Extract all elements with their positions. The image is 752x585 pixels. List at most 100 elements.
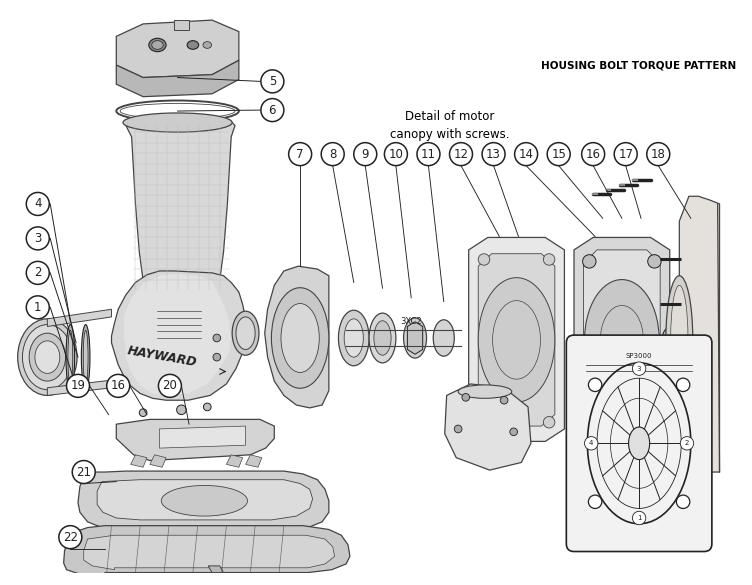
Circle shape	[213, 334, 220, 342]
Circle shape	[681, 436, 693, 450]
Text: 20: 20	[162, 379, 177, 393]
Polygon shape	[78, 471, 329, 531]
Circle shape	[261, 99, 284, 122]
Text: 3: 3	[637, 366, 641, 371]
Ellipse shape	[17, 319, 77, 395]
Ellipse shape	[236, 317, 255, 349]
Text: 15: 15	[551, 147, 566, 161]
Circle shape	[632, 511, 646, 525]
Ellipse shape	[156, 300, 201, 309]
Circle shape	[547, 143, 570, 166]
Polygon shape	[47, 380, 111, 395]
Polygon shape	[226, 455, 243, 467]
Ellipse shape	[666, 276, 693, 400]
Text: 8: 8	[329, 147, 336, 161]
Ellipse shape	[344, 319, 363, 357]
Ellipse shape	[338, 310, 369, 366]
Polygon shape	[124, 274, 231, 395]
Ellipse shape	[203, 42, 211, 49]
Circle shape	[514, 143, 538, 166]
Text: 9: 9	[362, 147, 369, 161]
Text: 2: 2	[685, 441, 689, 446]
Polygon shape	[111, 271, 246, 400]
Polygon shape	[174, 20, 189, 30]
Text: 7: 7	[296, 147, 304, 161]
Circle shape	[177, 405, 186, 415]
Circle shape	[588, 378, 602, 391]
Circle shape	[614, 143, 637, 166]
Polygon shape	[444, 384, 531, 470]
Ellipse shape	[281, 304, 320, 373]
Ellipse shape	[83, 331, 88, 384]
Circle shape	[26, 261, 50, 284]
Polygon shape	[468, 238, 565, 442]
Text: 12: 12	[453, 147, 468, 161]
Circle shape	[107, 374, 129, 397]
Polygon shape	[83, 535, 335, 570]
Circle shape	[500, 397, 508, 404]
Circle shape	[321, 143, 344, 166]
Polygon shape	[584, 250, 660, 429]
Ellipse shape	[584, 280, 660, 400]
Text: 6: 6	[268, 104, 276, 116]
Circle shape	[353, 143, 377, 166]
Ellipse shape	[156, 341, 201, 350]
Text: 14: 14	[519, 147, 534, 161]
Polygon shape	[478, 254, 555, 426]
Text: 10: 10	[389, 147, 403, 161]
Circle shape	[647, 412, 661, 425]
Ellipse shape	[123, 113, 232, 132]
Circle shape	[647, 254, 661, 268]
Polygon shape	[64, 526, 350, 577]
Circle shape	[544, 417, 555, 428]
Circle shape	[26, 296, 50, 319]
Ellipse shape	[232, 311, 259, 355]
Circle shape	[462, 394, 469, 401]
Circle shape	[289, 143, 311, 166]
Ellipse shape	[458, 385, 512, 398]
Circle shape	[584, 436, 598, 450]
Ellipse shape	[149, 38, 166, 51]
Polygon shape	[150, 455, 166, 467]
Circle shape	[159, 374, 181, 397]
Circle shape	[632, 362, 646, 376]
Circle shape	[482, 143, 505, 166]
Text: 3XC2: 3XC2	[400, 318, 422, 326]
Circle shape	[544, 254, 555, 265]
Text: 4: 4	[34, 197, 41, 211]
Ellipse shape	[671, 285, 688, 391]
Circle shape	[676, 495, 690, 508]
Text: 16: 16	[586, 147, 601, 161]
Ellipse shape	[35, 341, 60, 373]
Circle shape	[478, 254, 490, 265]
Circle shape	[583, 412, 596, 425]
Ellipse shape	[369, 313, 396, 363]
Circle shape	[26, 227, 50, 250]
Circle shape	[454, 425, 462, 433]
Polygon shape	[246, 455, 262, 467]
Ellipse shape	[404, 318, 426, 358]
Polygon shape	[47, 309, 111, 326]
Polygon shape	[156, 304, 201, 346]
Polygon shape	[159, 426, 246, 448]
Text: SP3000: SP3000	[626, 353, 652, 359]
Polygon shape	[679, 197, 720, 472]
Polygon shape	[408, 322, 423, 355]
Text: HOUSING BOLT TORQUE PATTERN: HOUSING BOLT TORQUE PATTERN	[541, 61, 736, 71]
Ellipse shape	[662, 328, 678, 352]
Circle shape	[450, 143, 472, 166]
Polygon shape	[97, 480, 313, 520]
Circle shape	[581, 143, 605, 166]
Text: 4: 4	[589, 441, 593, 446]
Polygon shape	[131, 455, 147, 467]
Text: 17: 17	[618, 147, 633, 161]
Ellipse shape	[152, 41, 163, 49]
Polygon shape	[574, 238, 670, 442]
Text: 5: 5	[268, 75, 276, 88]
Circle shape	[676, 378, 690, 391]
Circle shape	[72, 460, 96, 484]
Ellipse shape	[29, 333, 65, 381]
Circle shape	[261, 70, 284, 93]
Ellipse shape	[187, 41, 199, 49]
Circle shape	[204, 403, 211, 411]
